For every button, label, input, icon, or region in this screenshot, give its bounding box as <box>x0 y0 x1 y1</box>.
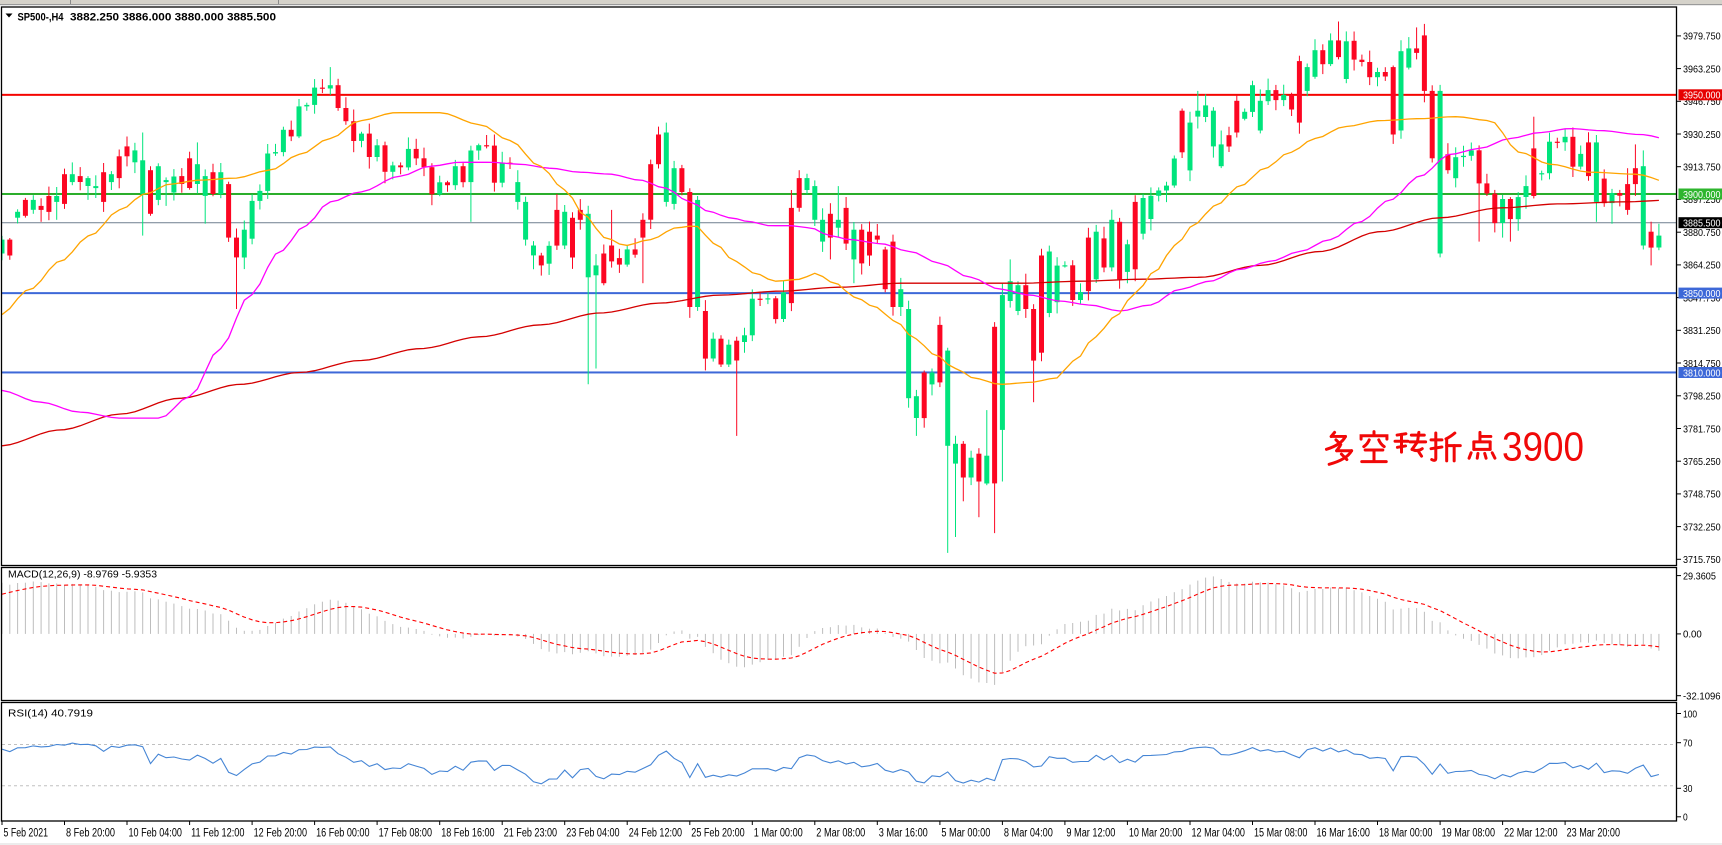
svg-text:3885.500: 3885.500 <box>1683 218 1721 230</box>
svg-text:23 Feb 04:00: 23 Feb 04:00 <box>566 828 619 840</box>
svg-text:3765.250: 3765.250 <box>1683 456 1721 468</box>
svg-text:3882.250 3886.000 3880.000 388: 3882.250 3886.000 3880.000 3885.500 <box>70 11 276 23</box>
svg-text:12 Mar 04:00: 12 Mar 04:00 <box>1192 828 1245 840</box>
svg-text:3748.750: 3748.750 <box>1683 489 1721 501</box>
svg-text:3798.250: 3798.250 <box>1683 391 1721 403</box>
svg-text:24 Feb 12:00: 24 Feb 12:00 <box>629 828 682 840</box>
svg-text:21 Feb 23:00: 21 Feb 23:00 <box>504 828 557 840</box>
svg-text:3880.750: 3880.750 <box>1683 227 1721 239</box>
svg-text:3715.750: 3715.750 <box>1683 554 1721 566</box>
svg-text:19 Mar 08:00: 19 Mar 08:00 <box>1442 828 1495 840</box>
svg-text:3900.000: 3900.000 <box>1683 189 1721 201</box>
svg-text:3810.000: 3810.000 <box>1683 367 1721 379</box>
svg-text:3814.750: 3814.750 <box>1683 358 1721 370</box>
svg-text:11 Feb 12:00: 11 Feb 12:00 <box>191 828 244 840</box>
svg-text:3 Mar 16:00: 3 Mar 16:00 <box>879 828 928 840</box>
svg-text:16 Feb 00:00: 16 Feb 00:00 <box>316 828 369 840</box>
svg-text:18 Feb 16:00: 18 Feb 16:00 <box>441 828 494 840</box>
svg-text:3930.250: 3930.250 <box>1683 129 1721 141</box>
svg-text:10 Feb 04:00: 10 Feb 04:00 <box>129 828 182 840</box>
svg-text:3864.250: 3864.250 <box>1683 260 1721 272</box>
svg-text:22 Mar 12:00: 22 Mar 12:00 <box>1504 828 1557 840</box>
svg-text:SP500-,H4: SP500-,H4 <box>18 11 65 23</box>
svg-text:RSI(14) 40.7919: RSI(14) 40.7919 <box>8 708 93 720</box>
svg-text:3850.000: 3850.000 <box>1683 288 1721 300</box>
svg-text:5 Mar 00:00: 5 Mar 00:00 <box>941 828 990 840</box>
svg-text:MACD(12,26,9) -8.9769 -5.9353: MACD(12,26,9) -8.9769 -5.9353 <box>8 569 157 581</box>
svg-text:3913.750: 3913.750 <box>1683 162 1721 174</box>
svg-text:9 Mar 12:00: 9 Mar 12:00 <box>1066 828 1115 840</box>
svg-text:17 Feb 08:00: 17 Feb 08:00 <box>379 828 432 840</box>
svg-text:3979.750: 3979.750 <box>1683 31 1721 43</box>
svg-text:8 Feb 20:00: 8 Feb 20:00 <box>66 828 115 840</box>
svg-text:0: 0 <box>1683 812 1688 824</box>
svg-text:23 Mar 20:00: 23 Mar 20:00 <box>1567 828 1620 840</box>
svg-text:3781.750: 3781.750 <box>1683 423 1721 435</box>
svg-text:30: 30 <box>1683 783 1693 795</box>
svg-text:70: 70 <box>1683 738 1693 750</box>
svg-text:3963.250: 3963.250 <box>1683 63 1721 75</box>
svg-text:2 Mar 08:00: 2 Mar 08:00 <box>816 828 865 840</box>
svg-text:-32.1096: -32.1096 <box>1683 691 1721 703</box>
svg-text:18 Mar 00:00: 18 Mar 00:00 <box>1379 828 1432 840</box>
svg-text:100: 100 <box>1683 708 1697 720</box>
svg-text:16 Mar 16:00: 16 Mar 16:00 <box>1317 828 1370 840</box>
svg-text:15 Mar 08:00: 15 Mar 08:00 <box>1254 828 1307 840</box>
svg-text:8 Mar 04:00: 8 Mar 04:00 <box>1004 828 1053 840</box>
svg-text:0.00: 0.00 <box>1683 629 1702 641</box>
svg-text:3732.250: 3732.250 <box>1683 521 1721 533</box>
svg-text:3950.000: 3950.000 <box>1683 90 1721 102</box>
svg-text:3831.250: 3831.250 <box>1683 325 1721 337</box>
svg-text:3900: 3900 <box>1502 424 1584 470</box>
svg-text:25 Feb 20:00: 25 Feb 20:00 <box>691 828 744 840</box>
svg-text:5 Feb 2021: 5 Feb 2021 <box>4 828 49 840</box>
svg-text:1 Mar 00:00: 1 Mar 00:00 <box>754 828 803 840</box>
svg-text:10 Mar 20:00: 10 Mar 20:00 <box>1129 828 1182 840</box>
svg-text:12 Feb 20:00: 12 Feb 20:00 <box>254 828 307 840</box>
svg-text:29.3605: 29.3605 <box>1683 570 1716 582</box>
